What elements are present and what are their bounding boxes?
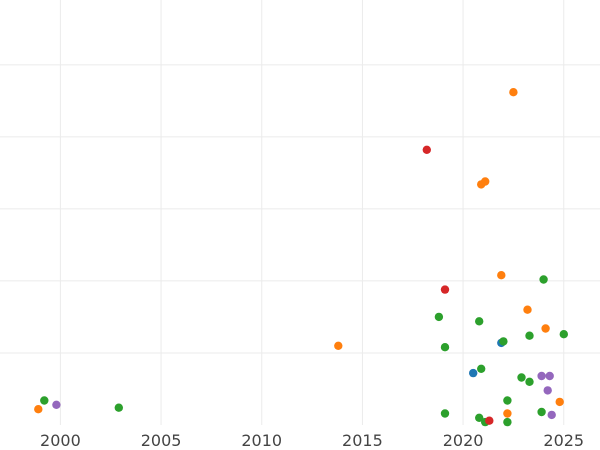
data-point: [545, 371, 554, 381]
data-point: [434, 312, 444, 322]
data-point: [52, 400, 61, 409]
x-axis-ticks: 2000 2005 2010 2015 2020 2025: [40, 431, 584, 450]
x-tick-label: 2010: [241, 431, 282, 450]
data-point: [525, 331, 534, 340]
data-point: [503, 409, 512, 418]
data-point: [34, 405, 43, 414]
data-point: [517, 373, 526, 382]
data-point: [503, 417, 512, 427]
data-point: [525, 377, 534, 386]
data-point: [485, 416, 494, 425]
data-point: [334, 341, 343, 350]
data-point: [422, 145, 431, 154]
data-point: [475, 413, 484, 422]
data-point: [440, 409, 450, 418]
data-point: [481, 177, 490, 186]
data-point: [537, 407, 546, 417]
x-tick-label: 2025: [543, 431, 584, 450]
x-tick-label: 2020: [443, 431, 484, 450]
data-point: [537, 371, 546, 381]
grid: [0, 0, 600, 425]
data-point: [440, 285, 450, 294]
data-point: [503, 396, 512, 405]
data-point: [114, 403, 124, 412]
data-point: [541, 324, 550, 333]
data-point: [497, 271, 506, 280]
data-points: [34, 88, 568, 427]
data-point: [509, 88, 518, 97]
x-tick-label: 2005: [141, 431, 182, 450]
data-point: [475, 317, 484, 326]
data-point: [499, 337, 508, 346]
data-point: [555, 397, 564, 407]
data-point: [469, 368, 478, 378]
data-point: [440, 343, 450, 352]
data-point: [477, 364, 486, 373]
x-tick-label: 2000: [40, 431, 81, 450]
data-point: [539, 275, 548, 284]
data-point: [559, 330, 568, 339]
data-point: [523, 305, 532, 314]
x-tick-label: 2015: [342, 431, 383, 450]
data-point: [40, 396, 49, 405]
data-point: [547, 410, 556, 420]
data-point: [543, 386, 552, 395]
